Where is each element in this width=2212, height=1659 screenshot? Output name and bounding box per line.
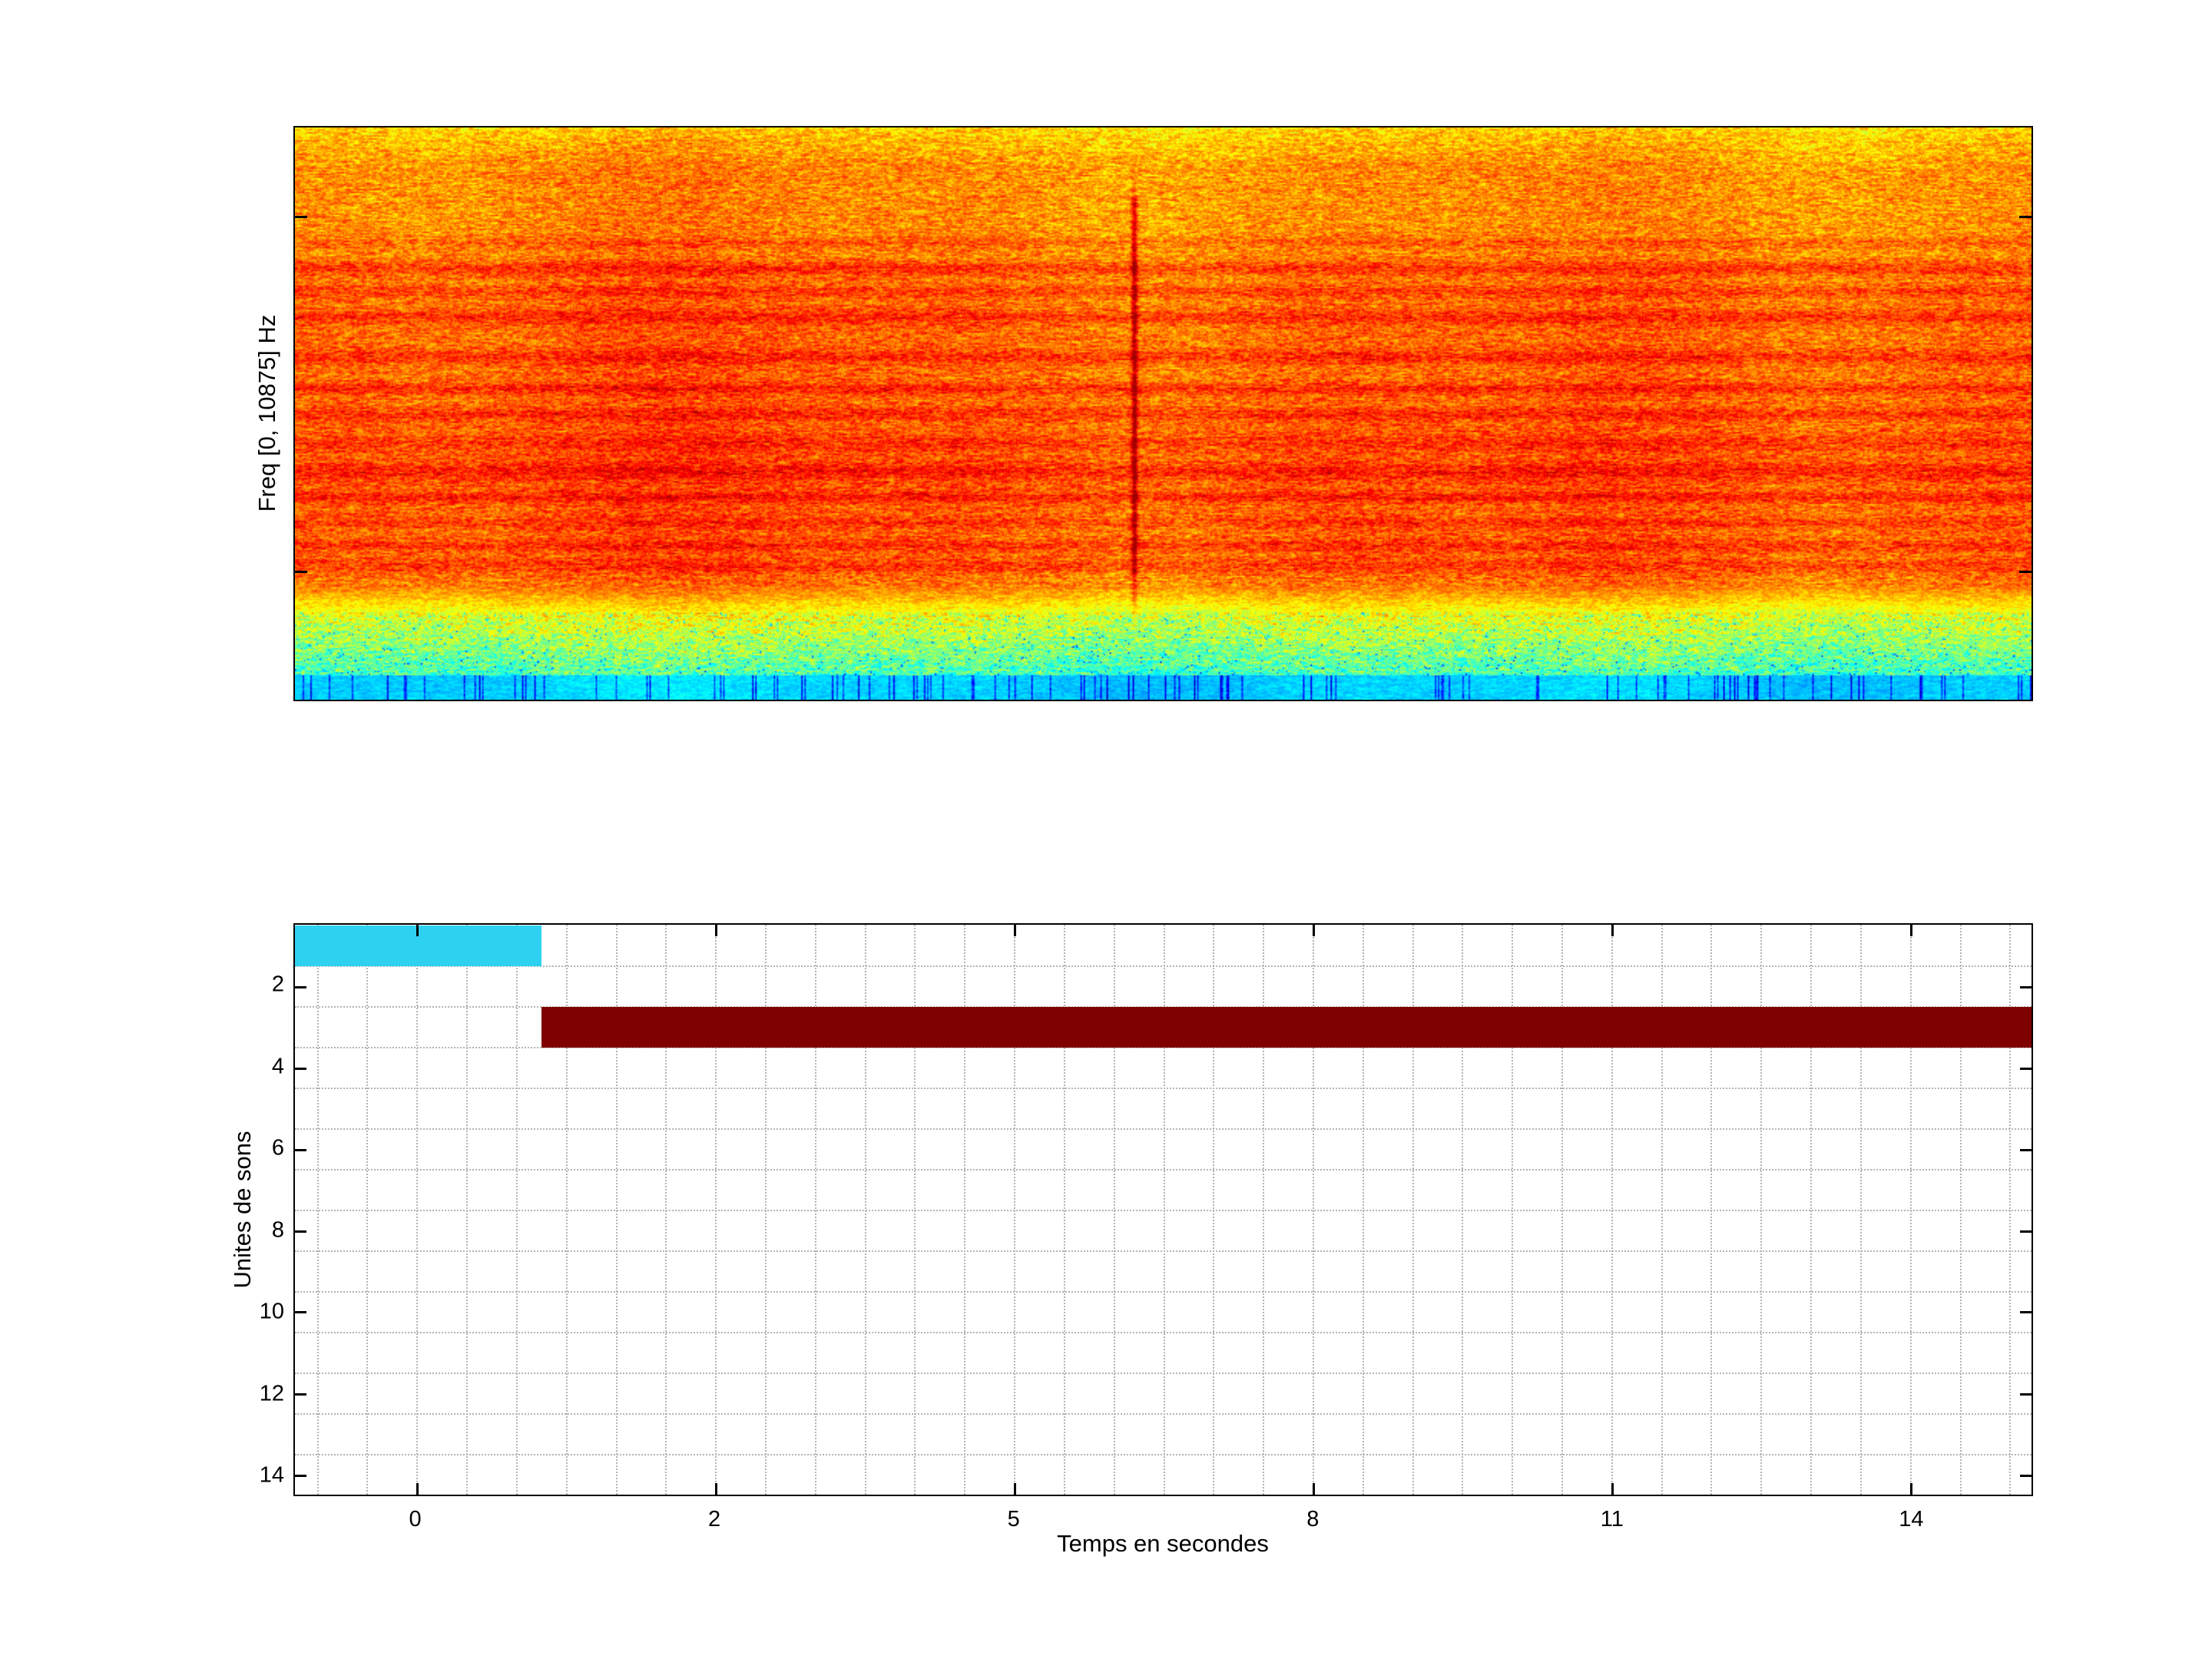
gridline-horizontal <box>295 1373 2032 1374</box>
x-axis-tick <box>1611 1483 1614 1495</box>
x-tick-labels: 0 2 5 8 11 14 <box>293 1507 2033 1538</box>
y-axis-tick <box>2020 1392 2032 1396</box>
y-axis-tick <box>2020 1148 2032 1151</box>
y-axis-tick <box>2020 1474 2032 1477</box>
x-axis-tick <box>1014 1483 1017 1495</box>
spectrogram-axis-tick <box>295 216 307 219</box>
x-tick-label: 14 <box>1899 1507 1924 1532</box>
y-tick-labels: 2 4 6 8 10 12 14 <box>224 923 284 1496</box>
x-tick-label: 8 <box>1306 1507 1320 1532</box>
spectrogram-axis-tick <box>2019 571 2032 574</box>
gridline-horizontal <box>295 1169 2032 1171</box>
gridline-horizontal <box>295 965 2032 967</box>
x-axis-tick <box>1312 1483 1315 1495</box>
spectrogram-axis-tick <box>2019 216 2032 219</box>
x-tick-label: 2 <box>708 1507 721 1532</box>
x-tick-label: 0 <box>409 1507 422 1532</box>
y-axis-tick <box>295 1392 306 1396</box>
units-axes <box>293 923 2033 1496</box>
x-tick-label: 5 <box>1007 1507 1020 1532</box>
y-axis-tick <box>295 985 306 988</box>
y-axis-tick <box>2020 985 2032 988</box>
y-axis-tick <box>295 1230 306 1233</box>
y-tick-label: 14 <box>259 1462 284 1488</box>
x-axis-tick <box>1909 925 1912 936</box>
x-axis-tick <box>416 925 419 936</box>
spectrogram-axis-tick <box>295 571 307 574</box>
y-axis-tick <box>295 1067 306 1070</box>
unit-3-segment <box>541 1007 2032 1048</box>
gridline-horizontal <box>295 1413 2032 1415</box>
x-axis-tick <box>1909 1483 1912 1495</box>
x-axis-tick <box>715 925 718 936</box>
units-xlabel: Temps en secondes <box>1057 1530 1269 1557</box>
x-axis-tick <box>1312 925 1315 936</box>
spectrogram-axes <box>293 126 2033 701</box>
gridline-horizontal <box>295 1006 2032 1008</box>
y-tick-label: 4 <box>271 1054 284 1078</box>
x-axis-tick <box>416 1483 419 1495</box>
y-axis-tick <box>295 1474 306 1477</box>
gridline-horizontal <box>295 1291 2032 1293</box>
x-tick-label: 11 <box>1600 1507 1624 1532</box>
gridline-horizontal <box>295 1128 2032 1130</box>
gridline-horizontal <box>295 1250 2032 1252</box>
x-axis-tick <box>1611 925 1614 936</box>
gridline-horizontal <box>295 1454 2032 1455</box>
gridline-horizontal <box>295 1210 2032 1211</box>
y-tick-label: 8 <box>271 1217 284 1243</box>
y-axis-tick <box>2020 1230 2032 1233</box>
y-tick-label: 2 <box>271 972 284 997</box>
y-tick-label: 6 <box>271 1135 284 1161</box>
y-tick-label: 12 <box>259 1381 284 1406</box>
y-axis-tick <box>295 1148 306 1151</box>
x-axis-tick <box>715 1483 718 1495</box>
y-axis-tick <box>2020 1067 2032 1070</box>
gridline-horizontal <box>295 1088 2032 1089</box>
y-axis-tick <box>295 1311 306 1314</box>
x-axis-tick <box>1014 925 1017 936</box>
spectrogram-image <box>295 127 2032 700</box>
spectrogram-ylabel: Freq [0, 10875] Hz <box>253 314 280 512</box>
gridline-horizontal <box>295 1332 2032 1333</box>
y-axis-tick <box>2020 1311 2032 1314</box>
y-tick-label: 10 <box>259 1299 284 1324</box>
